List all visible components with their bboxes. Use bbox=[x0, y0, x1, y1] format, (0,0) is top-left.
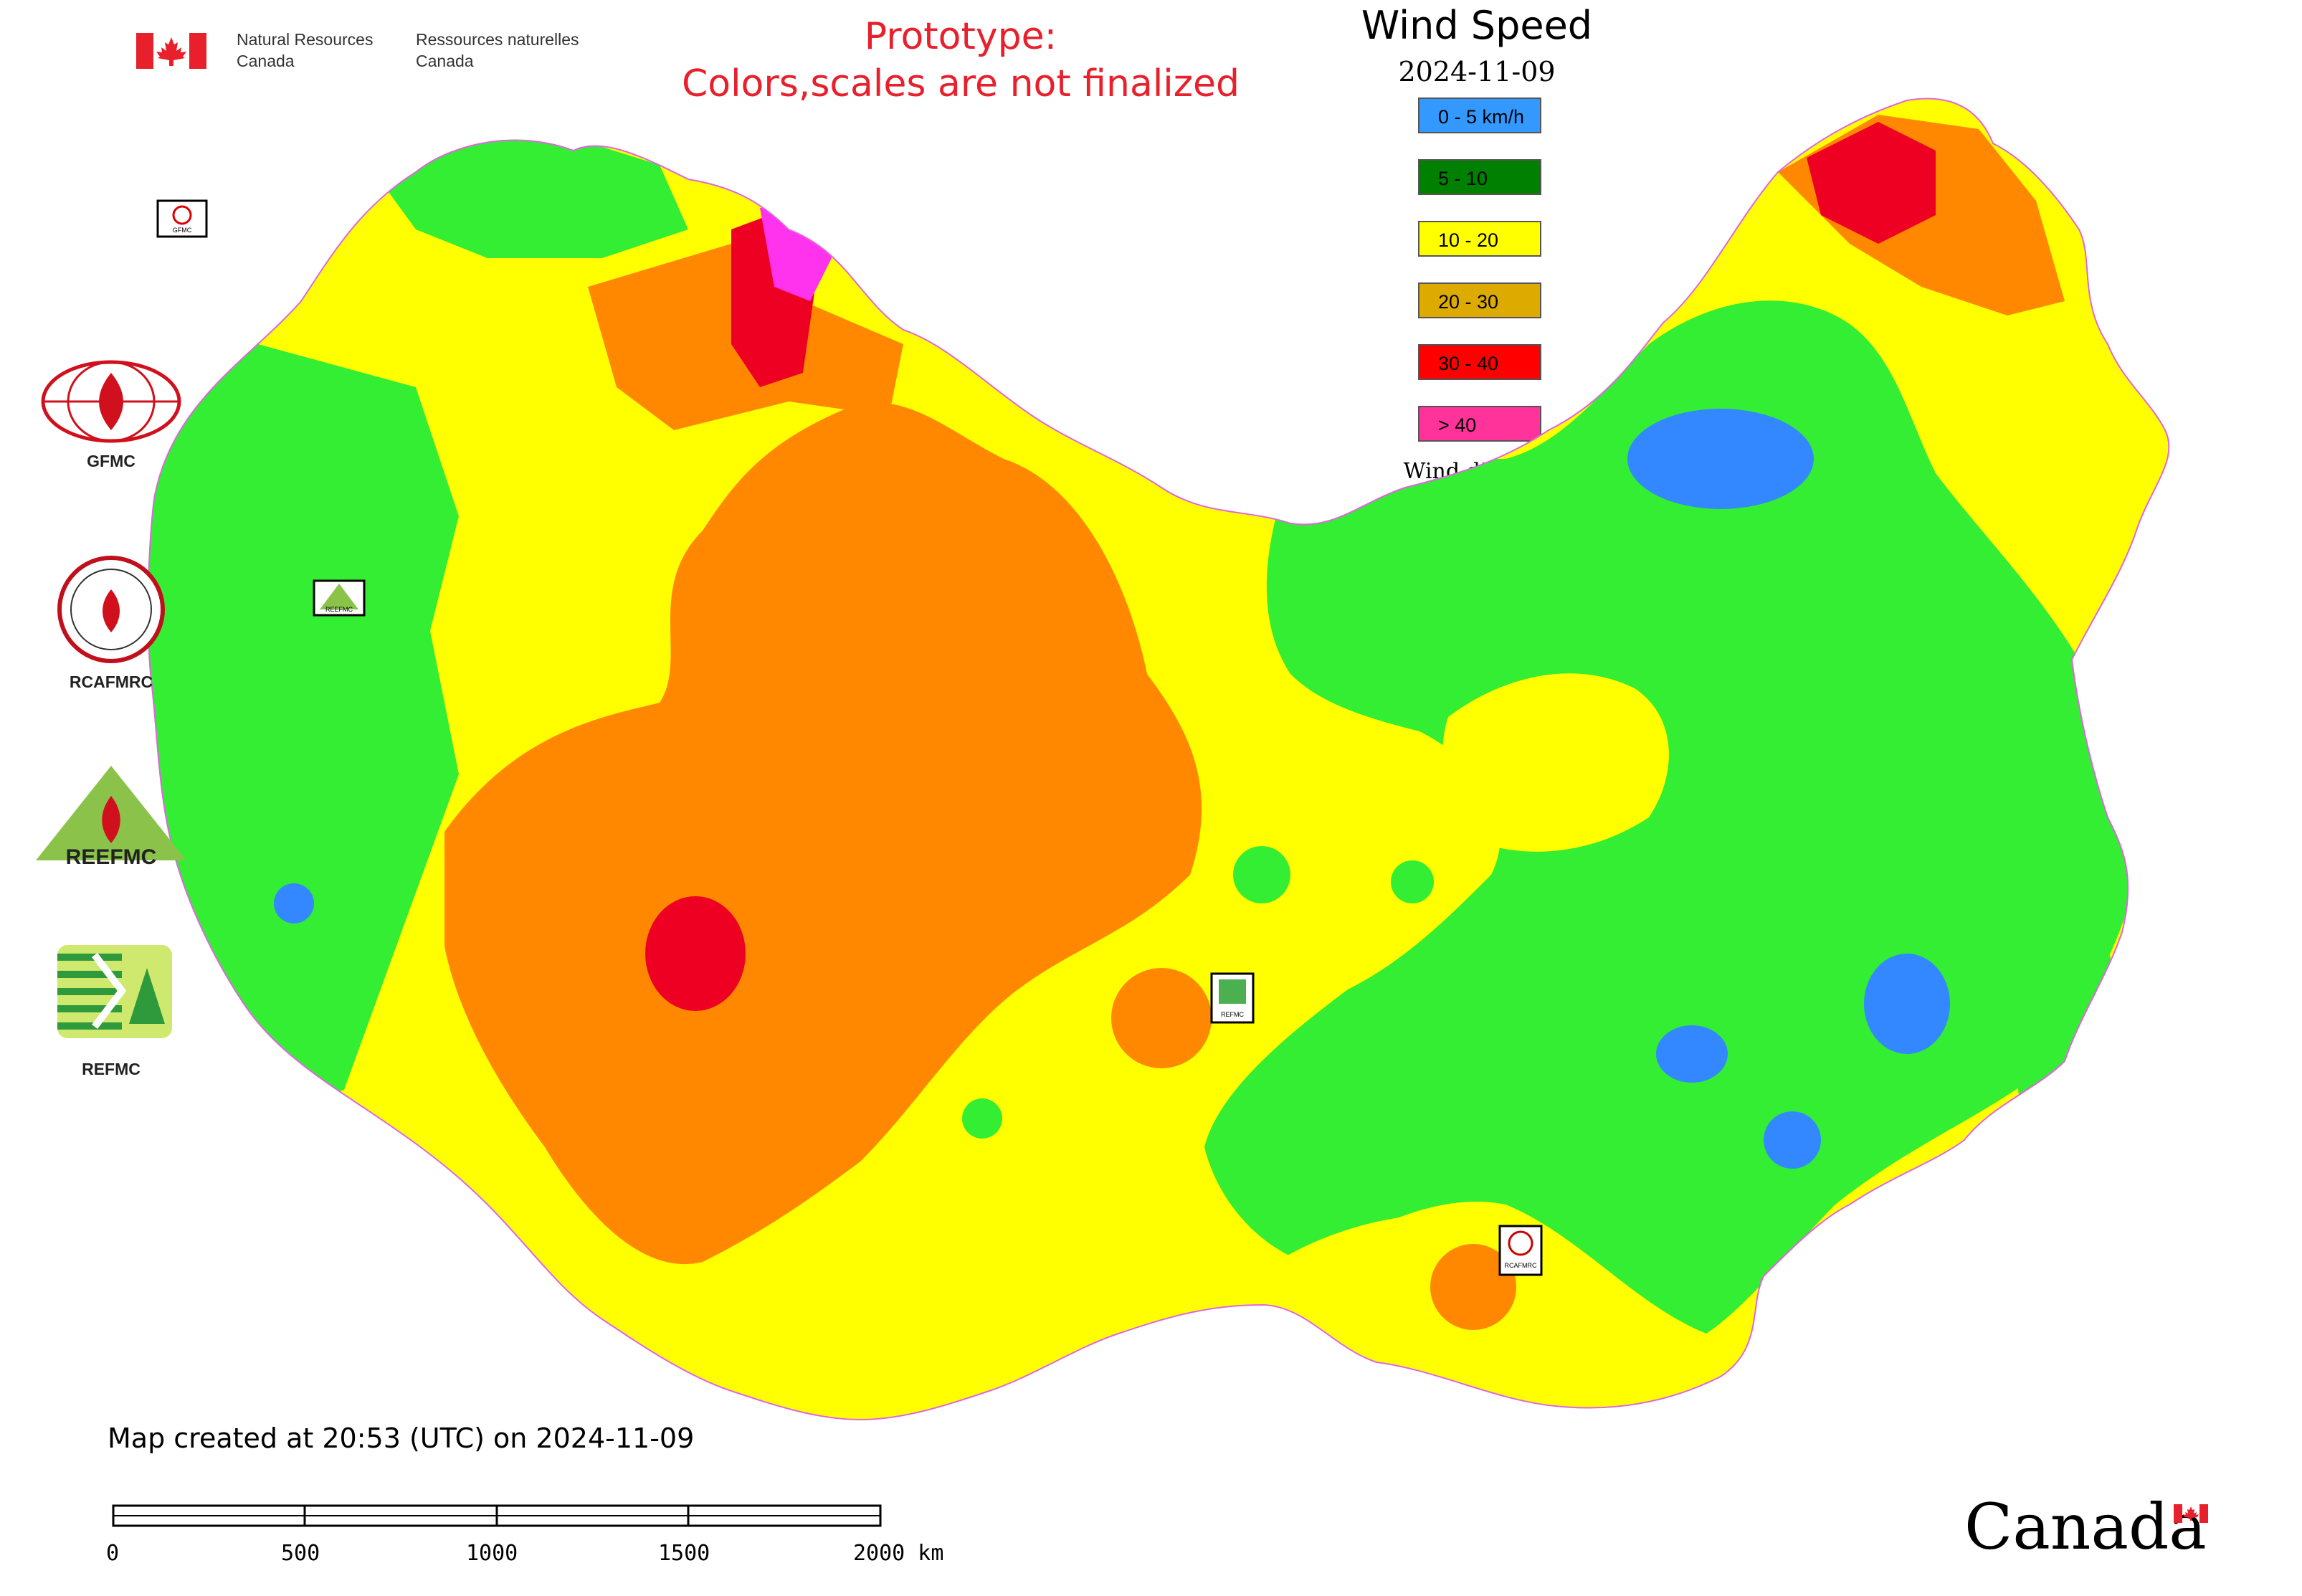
map-marker-rcafmrc[interactable]: RCAFMRC bbox=[1498, 1225, 1543, 1276]
wind-field bbox=[148, 98, 2169, 1420]
wind-speed-map[interactable]: GFMC REEFMC REFMC RCAFMRC bbox=[143, 86, 2265, 1463]
sigma-icon bbox=[57, 945, 172, 1038]
scale-label: 500 bbox=[281, 1541, 320, 1566]
scale-label: 2000 km bbox=[853, 1541, 943, 1566]
map-marker-refmc[interactable]: REFMC bbox=[1210, 972, 1255, 1024]
svg-text:RCAFMRC: RCAFMRC bbox=[1505, 1262, 1537, 1269]
canada-flag-icon bbox=[136, 33, 206, 69]
logo-rcafmrc: RCAFMRC bbox=[29, 552, 194, 695]
scale-label: 1000 bbox=[466, 1541, 518, 1566]
scale-bar: 0 500 1000 1500 2000 km bbox=[106, 1504, 943, 1566]
triangle-fire-icon: REEFMC bbox=[36, 766, 186, 869]
scale-label: 0 bbox=[106, 1541, 119, 1566]
svg-text:REEFMC: REEFMC bbox=[66, 845, 157, 868]
svg-text:Canada: Canada bbox=[1964, 1490, 2207, 1563]
legend-item: 20 - 30 bbox=[1418, 282, 1541, 318]
agency-name-en: Natural Resources Canada bbox=[237, 30, 374, 70]
map-marker-reefmc[interactable]: REEFMC bbox=[313, 579, 366, 617]
fire-circle-icon bbox=[41, 360, 181, 443]
seal-icon bbox=[57, 556, 165, 663]
legend-item: 30 - 40 bbox=[1418, 344, 1541, 380]
svg-text:REEFMC: REEFMC bbox=[325, 606, 353, 613]
scale-label: 1500 bbox=[658, 1541, 710, 1566]
legend-item: 5 - 10 bbox=[1418, 159, 1541, 195]
prototype-notice: Prototype: Colors,scales are not finaliz… bbox=[681, 15, 1240, 105]
canada-flag-icon bbox=[2174, 1504, 2208, 1523]
canada-wordmark: Canada bbox=[1964, 1490, 2208, 1563]
svg-text:GFMC: GFMC bbox=[173, 227, 192, 234]
logo-reefmc: REEFMC bbox=[29, 760, 194, 882]
legend-item: > 40 bbox=[1418, 406, 1541, 442]
legend-item: 0 - 5 km/h bbox=[1418, 98, 1541, 133]
svg-text:REFMC: REFMC bbox=[1221, 1011, 1244, 1018]
nrcan-header: Natural Resources Canada Ressources natur… bbox=[136, 29, 609, 72]
legend-date: 2024-11-09 bbox=[1398, 56, 1556, 87]
map-marker-gfmc[interactable]: GFMC bbox=[156, 199, 208, 238]
logo-refmc: REFMC bbox=[29, 939, 194, 1090]
created-timestamp: Map created at 20:53 (UTC) on 2024-11-09 bbox=[108, 1422, 695, 1454]
agency-name-fr: Ressources naturelles Canada bbox=[416, 30, 579, 70]
logo-gfmc: GFMC bbox=[29, 358, 194, 473]
legend-title: Wind Speed bbox=[1361, 3, 1593, 48]
legend-item: 10 - 20 bbox=[1418, 221, 1541, 257]
